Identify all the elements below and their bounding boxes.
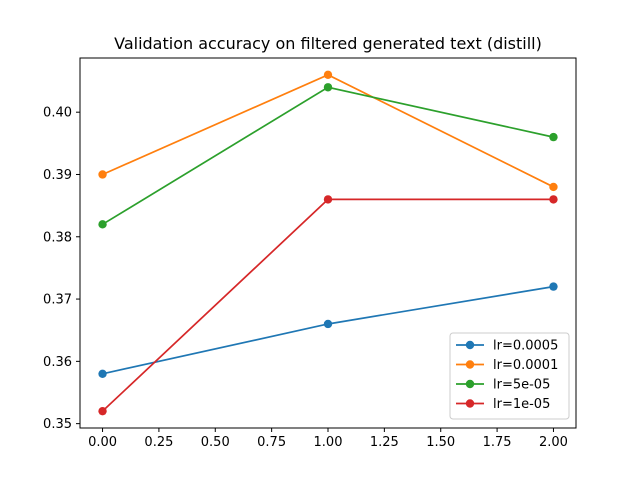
data-point: [323, 83, 333, 92]
data-point: [549, 182, 558, 192]
data-point: [98, 220, 107, 229]
x-tick-label: 0.25: [144, 435, 173, 450]
x-axis: 0.00 0.25 0.50 0.75 1.00 1.25 1.50 1.75 2.00: [88, 428, 568, 450]
y-tick-label: 0.39: [43, 168, 72, 183]
x-tick-label: 2.00: [539, 435, 568, 450]
data-point: [323, 70, 333, 80]
legend-label: lr=5e-05: [493, 378, 550, 393]
legend-label: lr=1e-05: [493, 397, 550, 412]
data-point: [98, 406, 107, 416]
y-tick-label: 0.35: [43, 417, 72, 432]
data-point: [549, 132, 558, 142]
series-0: [98, 282, 558, 379]
legend: lr=0.0005 lr=0.0001 lr=5e-05 lr=1e-05: [449, 332, 570, 420]
legend-label: lr=0.0005: [493, 339, 558, 354]
legend-swatch-marker: [465, 379, 475, 389]
legend-item: lr=5e-05: [456, 378, 550, 393]
x-tick-label: 1.25: [370, 435, 399, 450]
series-2: [98, 83, 558, 229]
x-tick-label: 1.00: [314, 435, 343, 450]
legend-item: lr=1e-05: [456, 397, 550, 412]
series-1: [98, 70, 558, 192]
y-axis: 0.35 0.36 0.37 0.38 0.39 0.40: [43, 106, 80, 432]
y-tick-label: 0.38: [43, 230, 72, 245]
legend-swatch-marker: [465, 399, 475, 408]
x-tick-label: 0.50: [201, 435, 230, 450]
x-tick-label: 1.75: [483, 435, 512, 450]
data-point: [323, 319, 333, 329]
x-tick-label: 1.50: [426, 435, 455, 450]
legend-item: lr=0.0001: [456, 358, 558, 373]
legend-swatch-marker: [465, 340, 475, 350]
legend-label: lr=0.0001: [493, 358, 558, 373]
legend-swatch-marker: [465, 360, 475, 369]
legend-box: [449, 332, 570, 420]
x-tick-label: 0.75: [257, 435, 286, 450]
chart-title: Validation accuracy on filtered generate…: [114, 34, 542, 53]
y-tick-label: 0.40: [43, 106, 72, 121]
legend-item: lr=0.0005: [456, 339, 558, 354]
data-point: [98, 170, 107, 179]
data-point: [323, 195, 333, 204]
x-tick-label: 0.00: [88, 435, 117, 450]
y-tick-label: 0.36: [43, 355, 72, 370]
data-point: [98, 369, 107, 379]
series-3: [98, 195, 558, 416]
data-point: [549, 195, 558, 204]
y-tick-label: 0.37: [43, 293, 72, 308]
marks-layer: [98, 70, 558, 416]
data-point: [549, 282, 558, 291]
